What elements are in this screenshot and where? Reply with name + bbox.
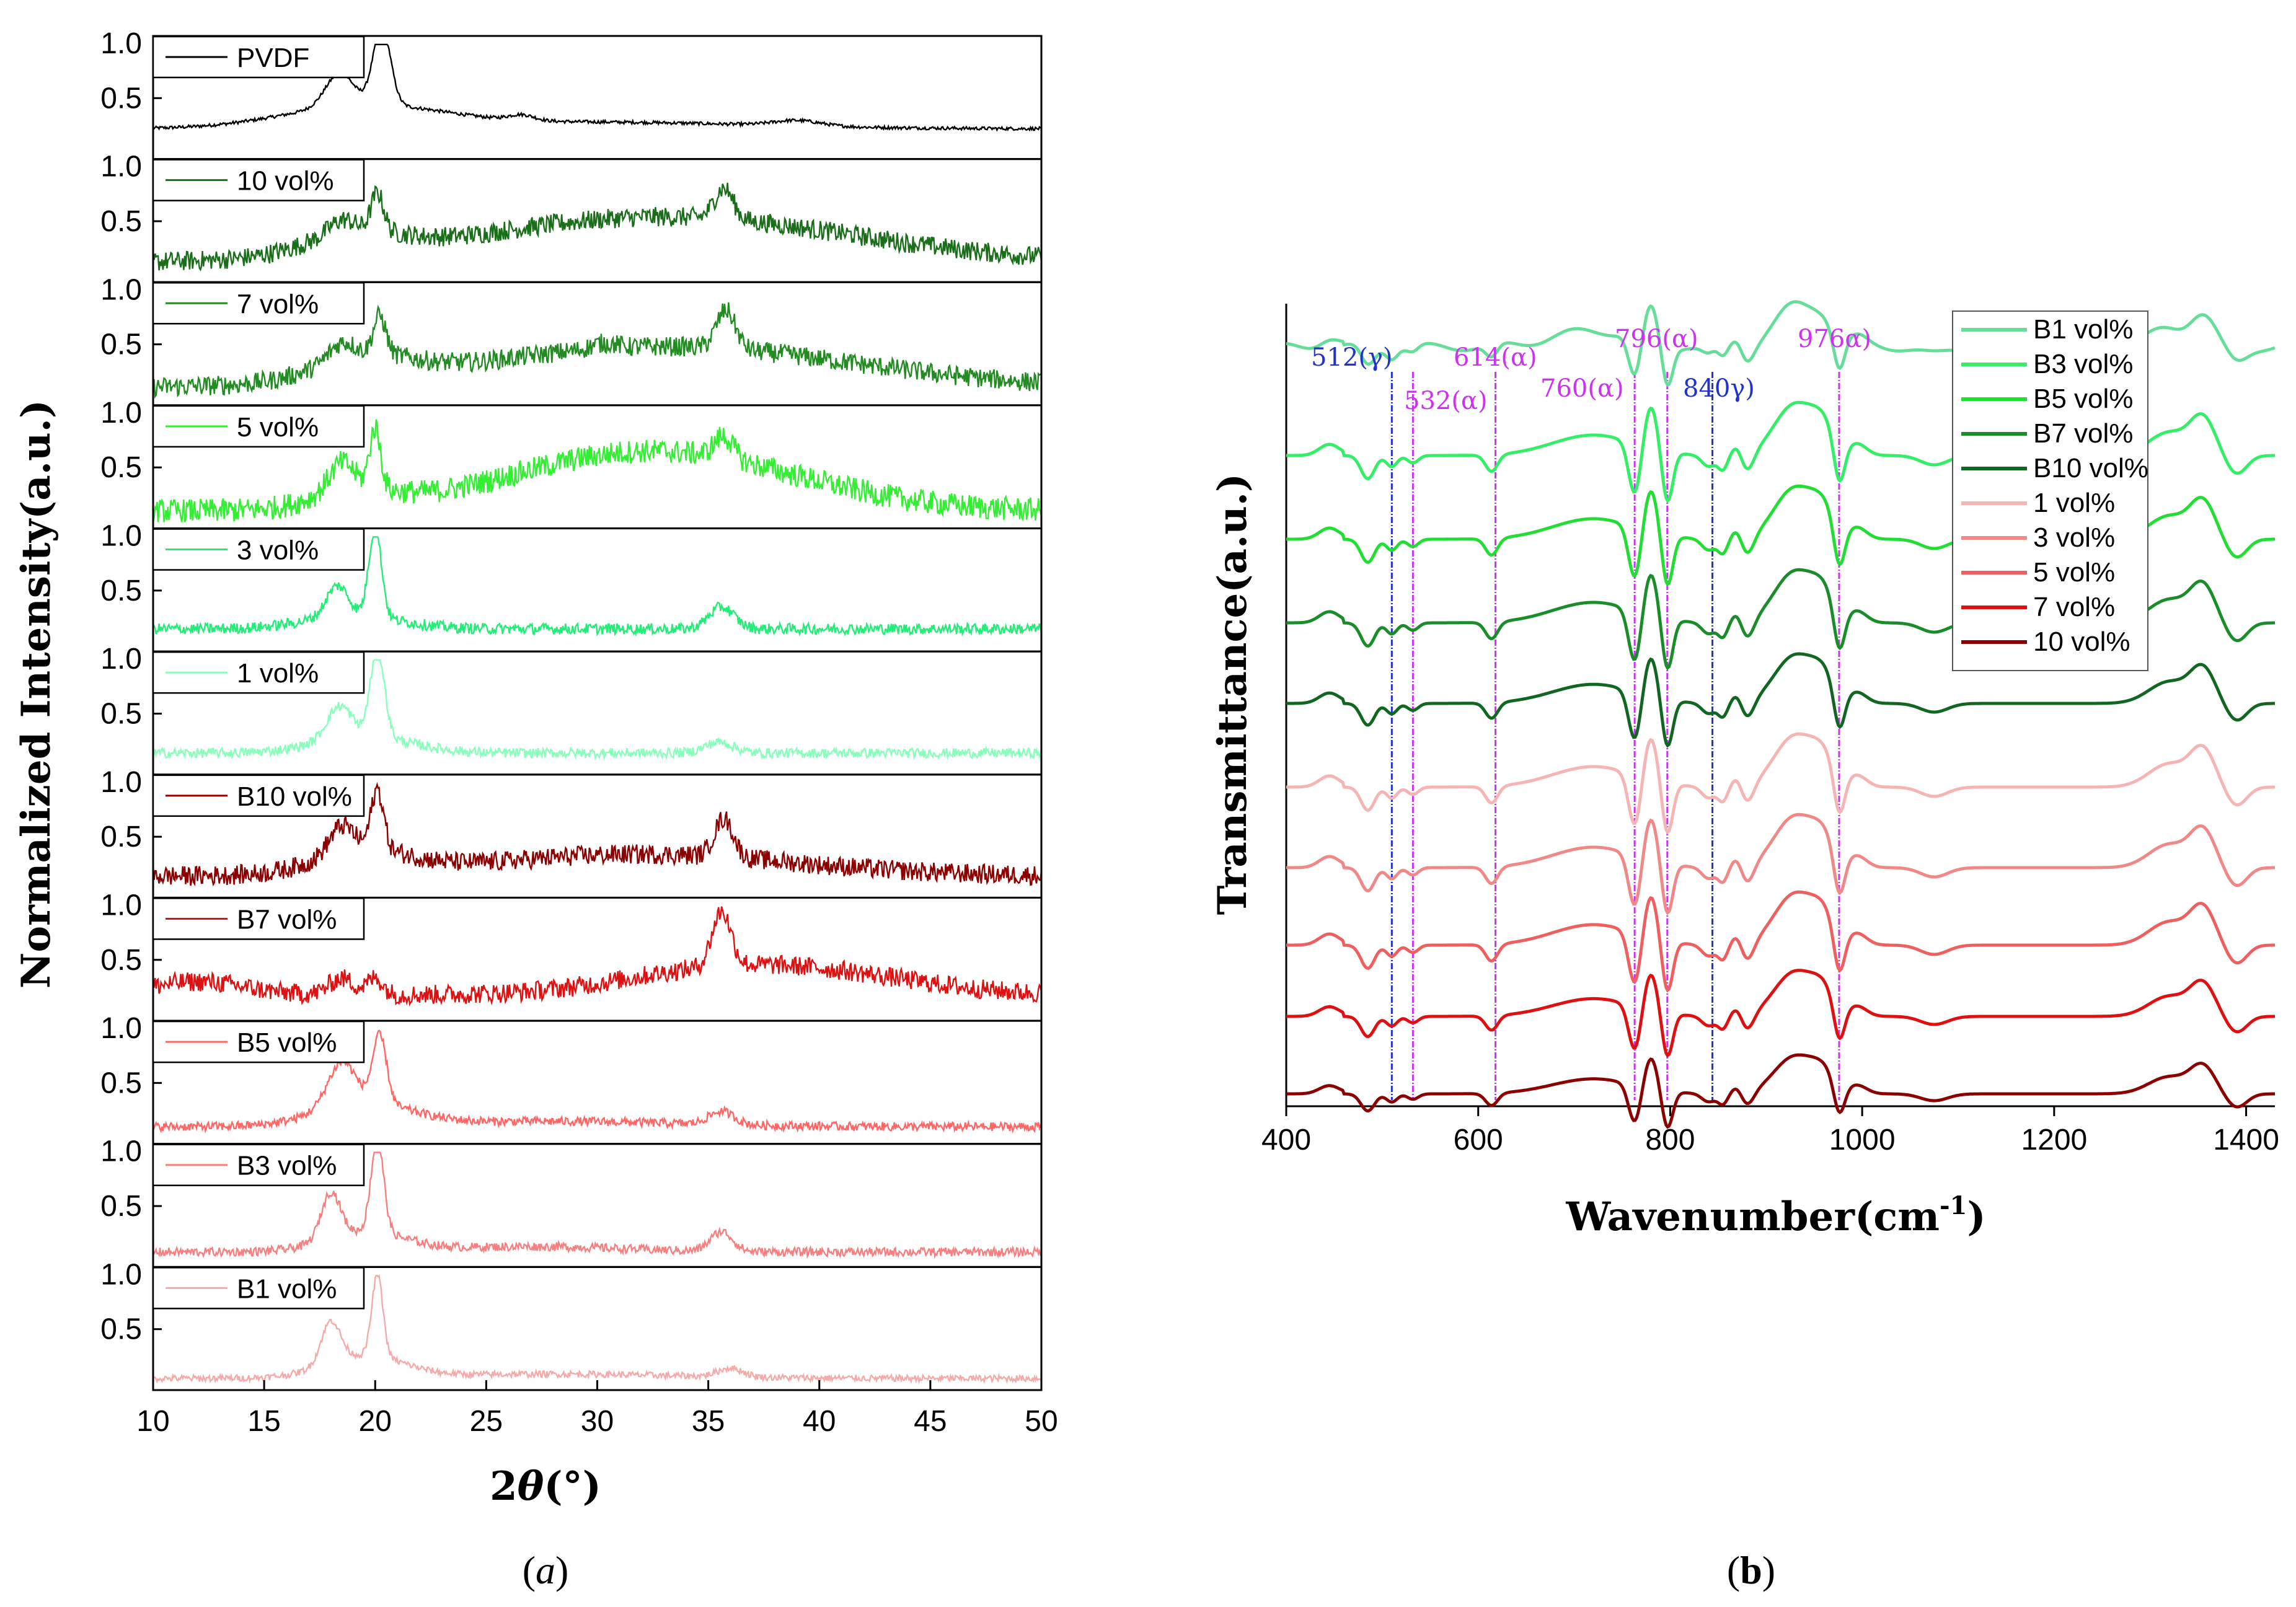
xrd-series-9 [152, 1029, 1043, 1134]
ftir-series-10 [1286, 1053, 2275, 1129]
ftir-legend-label: B3 vol% [2033, 349, 2133, 379]
ftir-annotation: 512(γ) [1311, 343, 1392, 372]
xrd-x-axis-label: 2θ(°) [490, 1463, 601, 1510]
xrd-series-3 [152, 302, 1042, 399]
xrd-ytick-label: 1.0 [100, 1258, 142, 1291]
caption-a: (a) [523, 1548, 569, 1592]
ftir-series-9 [1286, 969, 2275, 1058]
xrd-series-4 [152, 419, 1043, 523]
xrd-xtick-label: 50 [1025, 1405, 1057, 1438]
ftir-annotation: 796(α) [1615, 325, 1698, 353]
ftir-annotation: 760(α) [1540, 374, 1624, 403]
ftir-x-axis-label: Wavenumber(cm-1) [1565, 1191, 1985, 1240]
xrd-ytick-label: 0.5 [100, 1313, 142, 1346]
xrd-ytick-label: 0.5 [100, 698, 142, 731]
xrd-xtick-label: 10 [136, 1405, 169, 1438]
ftir-legend-label: 5 vol% [2033, 557, 2115, 588]
xrd-xtick-label: 30 [581, 1405, 614, 1438]
panel-b-ftir: 400 600 800 1000 1200 1400512(γ)532(α)614(α)7… [1261, 300, 2279, 1156]
xrd-series-5 [152, 536, 1043, 637]
panel-a-xrd: 1.0 0.5 PVDF 1.0 0.5 10 vol% 1.0 0.5 7 vol% 1.0 0.… [100, 27, 1057, 1438]
ftir-series-6 [1286, 732, 2275, 835]
xrd-legend-label: 7 vol% [237, 289, 319, 319]
xrd-xtick-label: 35 [692, 1405, 725, 1438]
xrd-legend-label: B5 vol% [237, 1028, 337, 1058]
ftir-legend-label: B1 vol% [2033, 314, 2133, 345]
ftir-series-7 [1286, 812, 2275, 915]
xrd-legend-label: 5 vol% [237, 412, 319, 442]
xrd-ytick-label: 0.5 [100, 205, 142, 238]
ftir-legend-label: 3 vol% [2033, 522, 2115, 553]
xrd-legend-label: B3 vol% [237, 1151, 337, 1181]
xrd-ytick-label: 1.0 [100, 520, 142, 553]
xrd-xtick-label: 15 [247, 1405, 280, 1438]
ftir-legend-label: B5 vol% [2033, 384, 2133, 414]
caption-b: (b) [1727, 1548, 1775, 1592]
ftir-xtick-label: 1000 [1829, 1124, 1896, 1156]
ftir-legend-box [1952, 310, 2148, 671]
xrd-ytick-label: 0.5 [100, 1067, 142, 1099]
xrd-ytick-label: 1.0 [100, 27, 142, 60]
xrd-legend-label: B7 vol% [237, 904, 337, 935]
xrd-legend-label: 3 vol% [237, 535, 319, 566]
ftir-xtick-label: 1400 [2213, 1124, 2279, 1156]
ftir-legend-label: B10 vol% [2033, 453, 2148, 483]
xrd-ytick-label: 1.0 [100, 1135, 142, 1168]
xrd-ytick-label: 1.0 [100, 889, 142, 922]
ftir-xtick-label: 400 [1261, 1124, 1311, 1156]
xrd-xtick-label: 45 [914, 1405, 947, 1438]
xrd-ytick-label: 1.0 [100, 643, 142, 676]
xrd-series-7 [152, 781, 1043, 887]
xrd-series-2 [152, 182, 1043, 271]
xrd-xtick-label: 20 [359, 1405, 392, 1438]
xrd-series-8 [152, 906, 1043, 1006]
xrd-ytick-label: 0.5 [100, 821, 142, 853]
xrd-ytick-label: 1.0 [100, 151, 142, 183]
ftir-annotation: 840γ) [1683, 374, 1755, 403]
xrd-series-1 [152, 43, 1042, 132]
ftir-xtick-label: 800 [1645, 1124, 1695, 1156]
ftir-annotation: 976α) [1798, 325, 1871, 353]
ftir-series-8 [1286, 890, 2275, 993]
xrd-ytick-label: 0.5 [100, 328, 142, 361]
xrd-xtick-label: 40 [803, 1405, 836, 1438]
xrd-series-10 [152, 1151, 1042, 1259]
ftir-legend-label: 10 vol% [2033, 627, 2130, 657]
ftir-annotation: 532(α) [1404, 387, 1488, 415]
ftir-legend-label: B7 vol% [2033, 418, 2133, 449]
xrd-ytick-label: 1.0 [100, 273, 142, 306]
xrd-legend-label: PVDF [237, 43, 309, 73]
xrd-ytick-label: 0.5 [100, 1190, 142, 1223]
ftir-xtick-label: 600 [1454, 1124, 1503, 1156]
xrd-ytick-label: 1.0 [100, 1012, 142, 1045]
xrd-legend-label: B10 vol% [237, 781, 352, 812]
ftir-legend-label: 7 vol% [2033, 592, 2115, 622]
xrd-ytick-label: 0.5 [100, 944, 142, 977]
xrd-legend-label: 10 vol% [237, 166, 334, 196]
ftir-series-5 [1286, 652, 2275, 748]
xrd-ytick-label: 0.5 [100, 451, 142, 484]
xrd-ytick-label: 1.0 [100, 766, 142, 799]
xrd-ytick-label: 0.5 [100, 575, 142, 607]
xrd-xtick-label: 25 [470, 1405, 503, 1438]
ftir-xtick-label: 1200 [2021, 1124, 2087, 1156]
ftir-annotation: 614(α) [1454, 343, 1537, 372]
xrd-legend-label: 1 vol% [237, 658, 319, 689]
ftir-legend-label: 1 vol% [2033, 488, 2115, 518]
xrd-legend-label: B1 vol% [237, 1274, 337, 1304]
ftir-y-axis-label: Transmittance(a.u.) [1209, 473, 1256, 915]
xrd-y-axis-label: Normalized Intensity(a.u.) [13, 400, 60, 988]
xrd-ytick-label: 1.0 [100, 397, 142, 429]
xrd-series-11 [152, 1274, 1043, 1385]
xrd-series-6 [152, 659, 1043, 761]
xrd-ytick-label: 0.5 [100, 82, 142, 115]
